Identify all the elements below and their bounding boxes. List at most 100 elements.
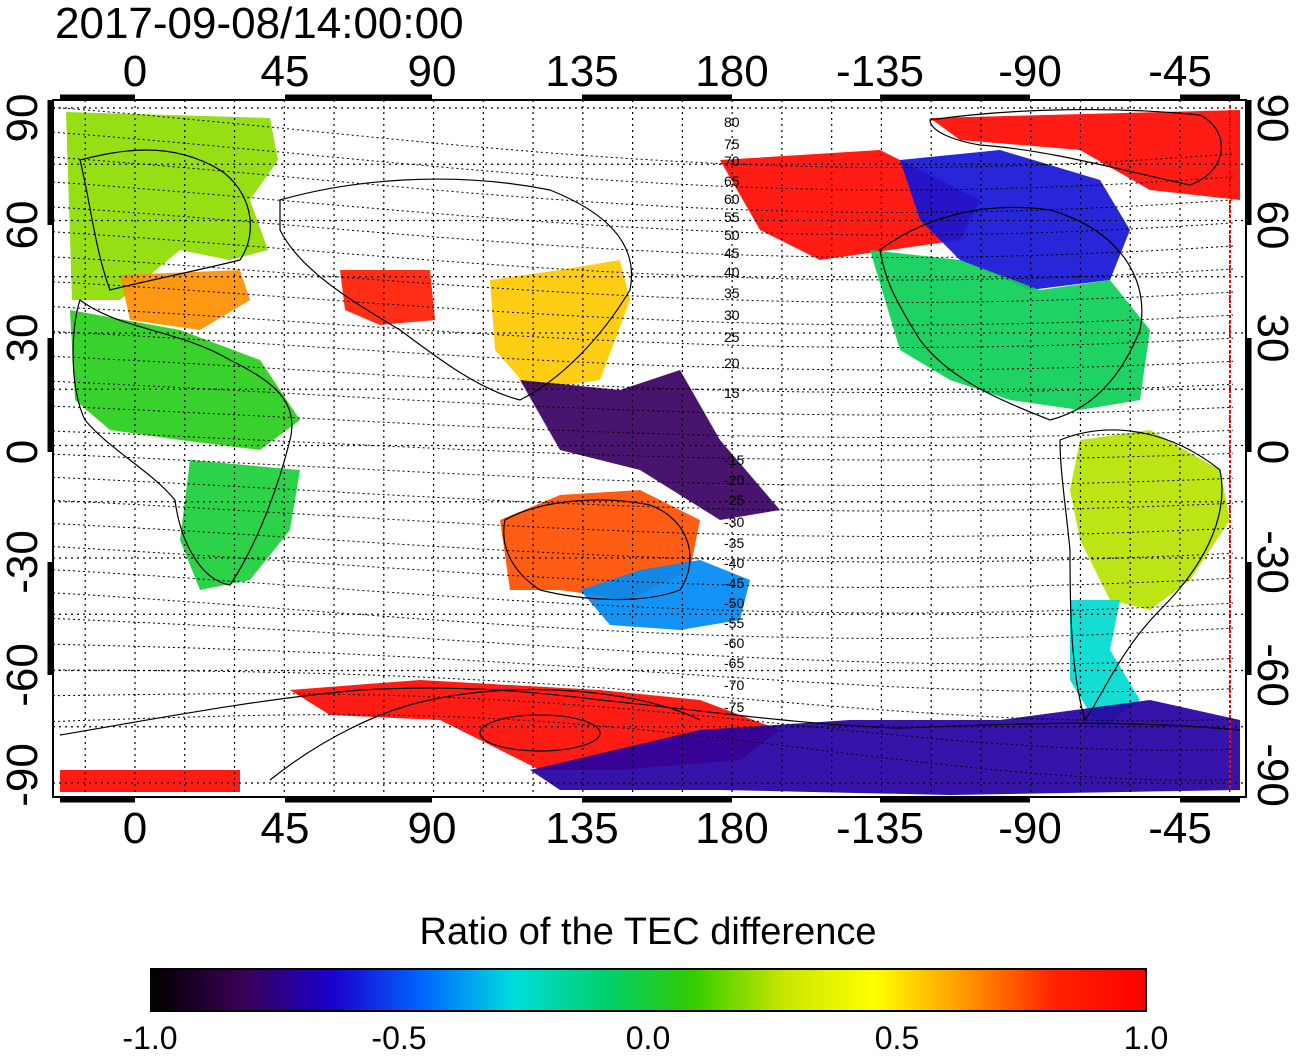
contour-label: 75 (724, 136, 740, 152)
contour-line (53, 156, 1234, 213)
contour-line (53, 380, 1234, 416)
contour-label: 70 (724, 153, 740, 169)
region-western-pacific (520, 370, 780, 520)
contour-line (53, 618, 1234, 665)
contour-line (53, 256, 1234, 303)
lon-tick-bottom: 180 (695, 804, 769, 853)
contour-label: -40 (724, 555, 744, 571)
lon-tick-top: 135 (545, 47, 619, 96)
lat-tick-left: -60 (0, 643, 47, 707)
colorbar-title: Ratio of the TEC difference (419, 911, 877, 953)
contour-line (53, 281, 1234, 326)
lat-tick-left: -30 (0, 530, 47, 594)
region-east-asia (490, 260, 630, 390)
lon-tick-top: -135 (835, 47, 925, 96)
colorbar-tick: 0.0 (625, 1020, 671, 1056)
contour-label: -75 (724, 699, 744, 715)
lon-tick-bottom: 45 (260, 804, 310, 853)
lat-tick-right: 30 (1248, 313, 1296, 363)
region-central-asia (340, 270, 435, 325)
lon-tick-bottom: -90 (998, 804, 1062, 853)
contour-line (53, 405, 1234, 438)
contour-label: 45 (724, 245, 740, 261)
contour-line (53, 106, 1234, 168)
contour-line (53, 453, 1234, 486)
region-patagonia (1070, 600, 1140, 730)
contour-line (53, 693, 1234, 751)
contour-label: -65 (724, 655, 744, 671)
contour-label: -45 (724, 575, 744, 591)
contour-label: -55 (724, 615, 744, 631)
lon-tick-top: 180 (695, 47, 769, 96)
lat-tick-right: 60 (1248, 200, 1296, 250)
region-europe (66, 112, 278, 300)
lat-tick-right: 0 (1248, 439, 1296, 465)
lat-tick-left: -90 (0, 743, 47, 807)
lon-tick-bottom: 0 (122, 804, 148, 853)
region-africa-north (70, 310, 300, 450)
lon-tick-top: -90 (998, 47, 1062, 96)
coastlines (59, 108, 1241, 781)
contour-line (53, 592, 1234, 639)
colorbar-tick: -0.5 (371, 1020, 427, 1056)
lon-tick-bottom: 135 (545, 804, 619, 853)
contour-label: 50 (724, 227, 740, 243)
frame-ticks (47, 94, 1252, 803)
contour-label: 55 (724, 209, 740, 225)
contour-label: 60 (724, 191, 740, 207)
contour-line (53, 669, 1234, 722)
lat-tick-left: 90 (0, 93, 47, 143)
contour-line (53, 206, 1234, 258)
colorbar-tick: 0.5 (874, 1020, 920, 1056)
contour-label: 20 (724, 355, 740, 371)
colorbar-tick: 1.0 (1123, 1020, 1169, 1056)
lon-tick-top: 45 (260, 47, 310, 96)
timestamp-label: 2017-09-08/14:00:00 (55, 0, 464, 48)
colorbar (150, 968, 1147, 1012)
contour-label: -50 (724, 595, 744, 611)
lat-tick-right: -30 (1248, 530, 1296, 594)
contour-label: 30 (724, 307, 740, 323)
graticule (53, 100, 1246, 797)
lat-tick-left: 30 (0, 313, 47, 363)
lon-tick-bottom: -45 (1148, 804, 1212, 853)
contour-label: -15 (724, 452, 744, 468)
region-south-america (1070, 430, 1230, 610)
contour-label: -60 (724, 635, 744, 651)
contour-line (53, 499, 1234, 537)
lon-tick-top: -45 (1148, 47, 1212, 96)
lat-tick-left: 60 (0, 200, 47, 250)
contour-line (53, 523, 1234, 563)
contour-label: 15 (724, 385, 740, 401)
lon-tick-bottom: 90 (407, 804, 457, 853)
contour-label: 25 (724, 329, 740, 345)
contour-label: -20 (724, 472, 744, 488)
contour-line (53, 714, 1234, 781)
contour-line (53, 546, 1234, 588)
contour-label: -70 (724, 677, 744, 693)
lon-tick-top: 0 (122, 47, 148, 96)
lon-tick-top: 90 (407, 47, 457, 96)
contour-label: 80 (724, 114, 740, 130)
lat-tick-right: 90 (1248, 93, 1296, 143)
contour-line (53, 355, 1234, 393)
contour-label: 40 (724, 264, 740, 280)
contour-line (53, 181, 1234, 236)
contour-line (53, 131, 1234, 191)
contour-label: 65 (724, 173, 740, 189)
contour-line (53, 569, 1234, 614)
lon-tick-bottom: -135 (835, 804, 925, 853)
contour-line (53, 476, 1234, 512)
contour-label: 35 (724, 285, 740, 301)
contour-line (53, 306, 1234, 348)
contour-lines (53, 106, 1234, 781)
contour-label: -35 (724, 535, 744, 551)
contour-line (53, 231, 1234, 281)
contour-line (53, 643, 1234, 693)
lat-tick-right: -60 (1248, 643, 1296, 707)
contour-line (53, 430, 1234, 461)
contour-line (53, 331, 1234, 371)
region-arctic-alaska (930, 110, 1240, 200)
lat-tick-right: -90 (1248, 743, 1296, 807)
